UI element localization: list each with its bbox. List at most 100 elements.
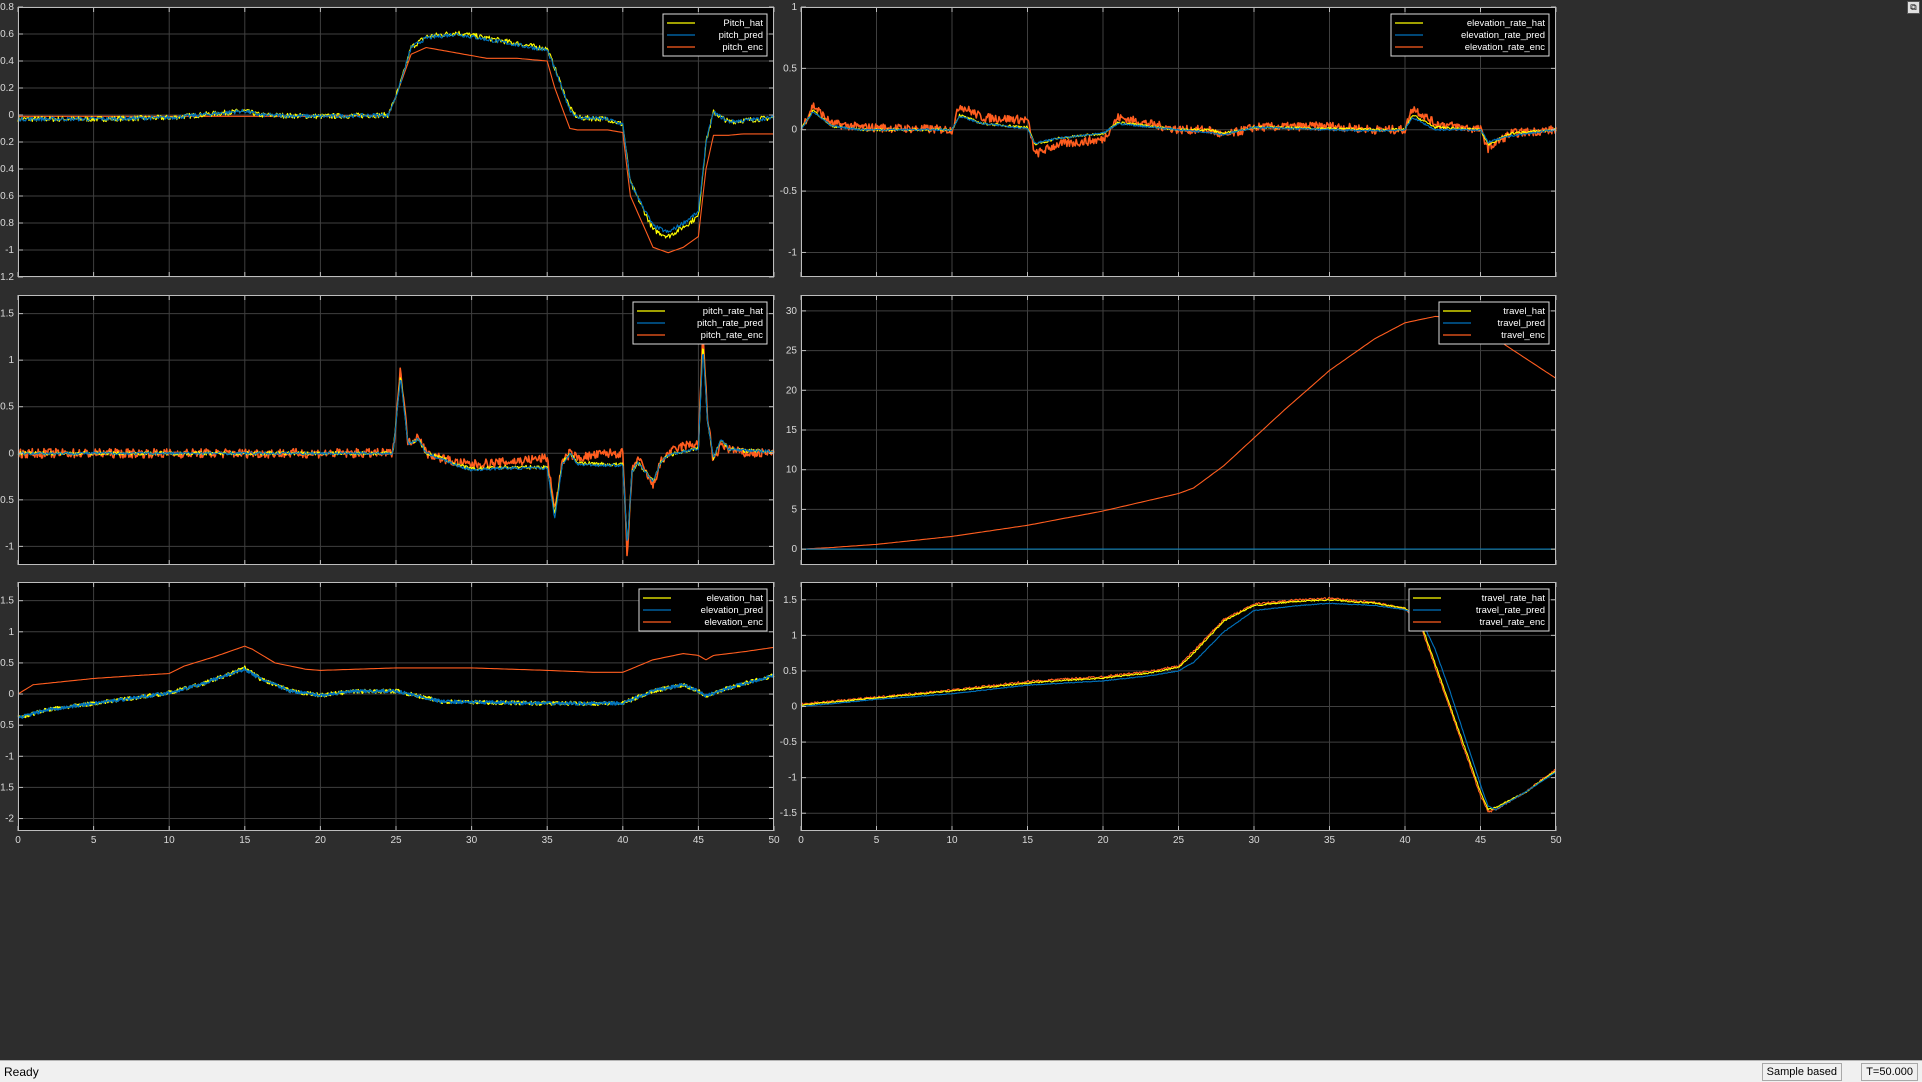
y-tick-label: -1 <box>788 247 797 258</box>
y-tick-label: 0 <box>791 544 797 555</box>
chart-travel-rate: -1.5 -1 -0.5 0 0.5 1 1.5 0 5 10 15 20 25 30 35 40 45 50 tr… <box>780 582 1562 846</box>
y-tick-label: 0.5 <box>783 666 797 677</box>
scope-window: -1.2 -1 -0.8 -0.6 -0.4 -0.2 0 0.2 0.4 0.6 0.8 Pitch… <box>0 1 1920 846</box>
legend-label: pitch_pred <box>719 30 763 41</box>
y-tick-label: -1.5 <box>0 782 14 793</box>
y-tick-label: -1 <box>5 751 14 762</box>
series-line-elevation-pred <box>17 667 775 719</box>
y-tick-label: 0.6 <box>0 29 14 40</box>
x-tick-label: 10 <box>946 835 958 846</box>
x-tick-label: 45 <box>1475 835 1487 846</box>
chart-pitch: -1.2 -1 -0.8 -0.6 -0.4 -0.2 0 0.2 0.4 0.6 0.8 Pitch… <box>0 2 775 283</box>
y-tick-label: -0.8 <box>0 218 14 229</box>
y-tick-label: 1.5 <box>783 595 797 606</box>
y-tick-label: -1 <box>5 541 14 552</box>
series-line-pitch-rate-pred <box>17 353 775 541</box>
series-line-travel-rate-pred <box>800 602 1557 811</box>
legend-label: travel_rate_pred <box>1476 605 1545 616</box>
plot-travel-rate[interactable]: -1.5 -1 -0.5 0 0.5 1 1.5 0 5 10 15 20 25 30 35 40 45 50 tr… <box>780 582 1562 846</box>
y-tick-label: 0 <box>791 702 797 713</box>
x-tick-label: 15 <box>1022 835 1034 846</box>
x-tick-label: 35 <box>542 835 554 846</box>
y-tick-label: 15 <box>786 425 798 436</box>
y-tick-label: 0 <box>791 125 797 136</box>
y-tick-label: -0.6 <box>0 191 14 202</box>
y-tick-label: -1 <box>788 773 797 784</box>
y-tick-label: -0.5 <box>0 495 14 506</box>
legend: elevation_rate_hatelevation_rate_predele… <box>1390 13 1550 57</box>
y-tick-label: 1 <box>8 355 14 366</box>
y-tick-label: -1.5 <box>780 808 798 819</box>
y-tick-label: 1.5 <box>0 309 14 320</box>
y-tick-label: 1 <box>791 2 797 13</box>
chart-elevation: -2 -1.5 -1 -0.5 0 0.5 1 1.5 0 5 10 15 20 25 30 35 40 45 50… <box>0 582 780 846</box>
series-line-elevation-enc <box>17 645 775 695</box>
plot-pitch-rate[interactable]: -1 -0.5 0 0.5 1 1.5 pitch_rate_hatpitch_rate_p… <box>0 295 775 565</box>
y-tick-label: 25 <box>786 346 798 357</box>
legend-label: Pitch_hat <box>723 18 763 29</box>
legend-label: elevation_enc <box>704 617 763 628</box>
y-tick-label: 0 <box>8 448 14 459</box>
series-line-travel-rate-hat <box>800 598 1557 811</box>
legend-label: travel_rate_enc <box>1480 617 1546 628</box>
plot-elevation-rate[interactable]: -1 -0.5 0 0.5 1 elevation_rate_hat elevation_r… <box>780 2 1557 277</box>
legend-label: pitch_enc <box>722 42 763 53</box>
y-tick-label: -1.2 <box>0 272 14 283</box>
y-tick-label: -0.5 <box>780 186 798 197</box>
plot-elevation[interactable]: -2 -1.5 -1 -0.5 0 0.5 1 1.5 0 5 10 15 20 25 30 35 40 45 50… <box>0 582 780 846</box>
x-tick-label: 15 <box>239 835 251 846</box>
series-line-elevation-rate-pred <box>800 111 1557 145</box>
chart-pitch-rate: -1 -0.5 0 0.5 1 1.5 pitch_rate_hatpitch_rate_p… <box>0 295 775 565</box>
y-tick-label: -1 <box>5 245 14 256</box>
y-tick-label: -2 <box>5 814 14 825</box>
y-tick-label: 30 <box>786 306 798 317</box>
x-tick-label: 50 <box>768 835 780 846</box>
legend-label: elevation_hat <box>706 593 763 604</box>
y-tick-label: 1.5 <box>0 596 14 607</box>
series-line-travel-rate-enc <box>800 596 1557 813</box>
y-tick-label: -0.4 <box>0 164 14 175</box>
legend-label: elevation_pred <box>701 605 763 616</box>
x-tick-label: 40 <box>1399 835 1411 846</box>
y-tick-label: 20 <box>786 385 798 396</box>
legend-label: travel_enc <box>1501 330 1545 341</box>
status-text: Ready <box>4 1065 39 1079</box>
x-tick-label: 0 <box>798 835 804 846</box>
y-tick-label: 0 <box>8 689 14 700</box>
y-tick-label: 0.5 <box>0 402 14 413</box>
x-tick-label: 0 <box>15 835 21 846</box>
simulation-time: T=50.000 <box>1861 1063 1918 1081</box>
legend-label: elevation_rate_hat <box>1467 18 1546 29</box>
legend: pitch_rate_hatpitch_rate_predpitch_rate_… <box>632 301 768 345</box>
plot-pitch[interactable]: -1.2 -1 -0.8 -0.6 -0.4 -0.2 0 0.2 0.4 0.6 0.8 Pitch… <box>0 2 775 283</box>
x-tick-label: 20 <box>1097 835 1109 846</box>
x-tick-label: 45 <box>693 835 705 846</box>
plot-travel[interactable]: 0 5 10 15 20 25 30 travel_hat travel_pred travel_… <box>786 295 1557 565</box>
x-tick-label: 20 <box>315 835 327 846</box>
y-tick-label: 10 <box>786 465 798 476</box>
y-tick-label: 0.5 <box>0 658 14 669</box>
y-tick-label: 5 <box>791 504 797 515</box>
x-tick-label: 50 <box>1550 835 1562 846</box>
y-tick-label: 1 <box>8 627 14 638</box>
y-tick-label: 0.5 <box>783 63 797 74</box>
series-line-pitch-pred <box>17 32 775 233</box>
restore-icon[interactable]: ⧉ <box>1907 1 1920 14</box>
y-tick-label: -0.5 <box>0 720 14 731</box>
sample-mode-indicator[interactable]: Sample based <box>1761 1063 1842 1081</box>
legend-label: pitch_rate_pred <box>697 318 763 329</box>
status-bar: Ready Sample based T=50.000 <box>0 1060 1922 1082</box>
legend-label: pitch_rate_enc <box>701 330 764 341</box>
y-tick-label: 0.4 <box>0 56 14 67</box>
x-tick-label: 35 <box>1324 835 1336 846</box>
legend-label: travel_rate_hat <box>1482 593 1546 604</box>
legend-label: elevation_rate_pred <box>1461 30 1545 41</box>
x-tick-label: 25 <box>390 835 402 846</box>
y-tick-label: 1 <box>791 630 797 641</box>
y-tick-label: 0 <box>8 110 14 121</box>
legend-label: elevation_rate_enc <box>1465 42 1546 53</box>
x-tick-label: 30 <box>1248 835 1260 846</box>
y-tick-label: -0.5 <box>780 737 798 748</box>
